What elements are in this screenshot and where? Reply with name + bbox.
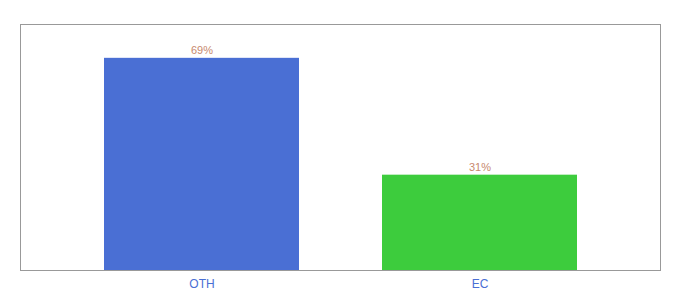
svg-text:OTH: OTH <box>189 277 214 291</box>
svg-text:31%: 31% <box>469 161 491 173</box>
svg-text:EC: EC <box>472 277 489 291</box>
svg-text:69%: 69% <box>191 44 213 56</box>
